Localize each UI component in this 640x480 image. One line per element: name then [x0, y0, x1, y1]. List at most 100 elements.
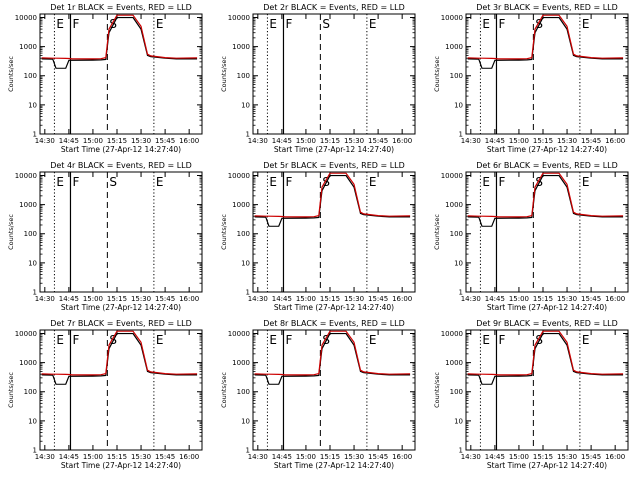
x-tick-label: 15:30: [131, 295, 151, 303]
y-tick-label: 1000: [445, 43, 463, 51]
x-axis-label: Start Time (27-Apr-12 14:27:40): [487, 145, 607, 154]
panel-det-1: Det 1r BLACK = Events, RED = LLD 1 10 100 10…: [7, 3, 203, 154]
y-axis-label: Counts/sec: [7, 56, 15, 92]
marker-label: E: [482, 17, 490, 31]
x-tick-label: 15:30: [557, 137, 577, 145]
x-tick-label: 15:45: [581, 453, 601, 461]
y-tick-label: 100: [237, 230, 250, 238]
y-tick-label: 100: [24, 388, 37, 396]
y-tick-label: 1: [459, 447, 463, 455]
panel-det-2: Det 2r BLACK = Events, RED = LLD 1 10 100 10…: [220, 3, 416, 154]
y-axis-label: Counts/sec: [433, 372, 441, 408]
marker-label: E: [482, 333, 490, 347]
y-tick-label: 10000: [228, 330, 250, 338]
marker-label: E: [369, 333, 377, 347]
marker-label: E: [156, 333, 164, 347]
y-axis-label: Counts/sec: [220, 56, 228, 92]
y-tick-label: 10000: [228, 172, 250, 180]
plot-frame: [465, 13, 629, 135]
series-line-events: [468, 176, 624, 227]
y-tick-label: 100: [450, 72, 463, 80]
y-tick-label: 10000: [15, 14, 37, 22]
y-tick-label: 1000: [19, 43, 37, 51]
x-tick-label: 15:45: [155, 137, 175, 145]
x-tick-label: 16:00: [605, 295, 625, 303]
x-tick-label: 15:15: [107, 295, 127, 303]
marker-label: E: [56, 17, 64, 31]
plot-frame: [39, 13, 203, 135]
series-line-lld: [468, 331, 624, 375]
x-tick-label: 16:00: [392, 295, 412, 303]
x-tick-label: 16:00: [605, 137, 625, 145]
plot-frame: [252, 171, 416, 293]
x-tick-label: 15:45: [581, 137, 601, 145]
y-tick-label: 10000: [15, 330, 37, 338]
marker-label: F: [285, 17, 292, 31]
series-line-events: [468, 18, 624, 69]
marker-label: E: [269, 17, 277, 31]
y-tick-label: 10000: [441, 14, 463, 22]
x-tick-label: 14:45: [485, 453, 505, 461]
series-line-events: [42, 334, 198, 385]
panel-title: Det 5r BLACK = Events, RED = LLD: [263, 161, 405, 170]
x-axis-label: Start Time (27-Apr-12 14:27:40): [274, 303, 394, 312]
y-tick-label: 100: [450, 230, 463, 238]
marker-label: F: [498, 175, 505, 189]
y-tick-label: 1000: [445, 359, 463, 367]
series-line-events: [255, 176, 411, 227]
y-axis-label: Counts/sec: [7, 372, 15, 408]
x-tick-label: 15:30: [344, 295, 364, 303]
x-tick-label: 16:00: [392, 137, 412, 145]
panel-title: Det 1r BLACK = Events, RED = LLD: [50, 3, 192, 12]
y-tick-label: 1000: [232, 43, 250, 51]
panel-title: Det 9r BLACK = Events, RED = LLD: [476, 319, 618, 328]
y-tick-label: 1: [459, 289, 463, 297]
y-tick-label: 1000: [232, 359, 250, 367]
x-tick-label: 15:45: [581, 295, 601, 303]
y-axis-label: Counts/sec: [7, 214, 15, 250]
marker-label: E: [369, 175, 377, 189]
x-tick-label: 14:30: [461, 453, 481, 461]
x-tick-label: 15:15: [107, 137, 127, 145]
x-tick-label: 14:30: [248, 453, 268, 461]
x-tick-label: 14:30: [35, 295, 55, 303]
x-tick-label: 15:30: [344, 137, 364, 145]
x-tick-label: 15:45: [368, 137, 388, 145]
y-tick-label: 100: [450, 388, 463, 396]
x-tick-label: 15:00: [509, 453, 529, 461]
x-axis-label: Start Time (27-Apr-12 14:27:40): [61, 303, 181, 312]
y-tick-label: 10: [454, 101, 463, 109]
plot-frame: [465, 329, 629, 451]
x-tick-label: 15:30: [344, 453, 364, 461]
x-axis-label: Start Time (27-Apr-12 14:27:40): [61, 461, 181, 470]
panel-title: Det 4r BLACK = Events, RED = LLD: [50, 161, 192, 170]
y-tick-label: 10: [28, 101, 37, 109]
x-tick-label: 15:45: [368, 295, 388, 303]
y-tick-label: 10000: [15, 172, 37, 180]
y-tick-label: 1: [33, 131, 37, 139]
x-tick-label: 15:45: [155, 453, 175, 461]
marker-label: F: [498, 333, 505, 347]
x-axis-label: Start Time (27-Apr-12 14:27:40): [274, 145, 394, 154]
marker-label: E: [269, 175, 277, 189]
series-line-events: [255, 334, 411, 385]
y-tick-label: 10: [454, 259, 463, 267]
series-line-lld: [42, 331, 198, 375]
y-tick-label: 1000: [19, 359, 37, 367]
panel-det-6: Det 6r BLACK = Events, RED = LLD 1 10 100 10…: [433, 161, 629, 312]
y-tick-label: 1: [459, 131, 463, 139]
x-tick-label: 14:45: [485, 295, 505, 303]
marker-label: F: [285, 175, 292, 189]
x-tick-label: 15:30: [131, 137, 151, 145]
marker-label: E: [156, 17, 164, 31]
x-tick-label: 16:00: [179, 295, 199, 303]
y-tick-label: 100: [237, 388, 250, 396]
x-tick-label: 15:15: [320, 295, 340, 303]
panel-title: Det 8r BLACK = Events, RED = LLD: [263, 319, 405, 328]
y-tick-label: 100: [24, 72, 37, 80]
series-line-events: [468, 334, 624, 385]
x-tick-label: 15:30: [557, 295, 577, 303]
x-tick-label: 14:45: [59, 137, 79, 145]
y-tick-label: 10: [241, 417, 250, 425]
